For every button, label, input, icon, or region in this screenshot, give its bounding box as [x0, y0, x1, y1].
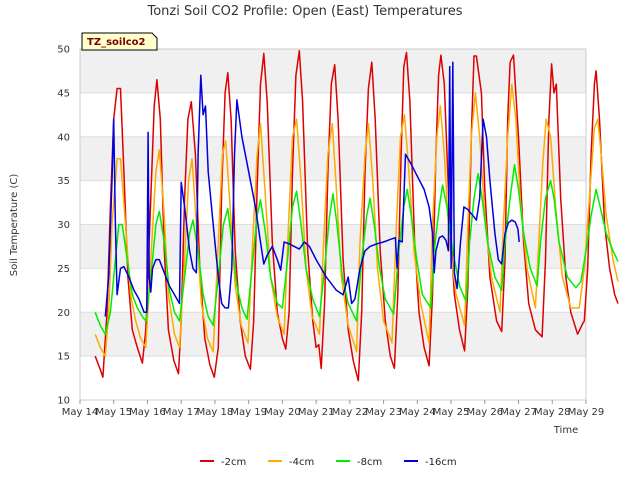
series-line-16cm — [104, 61, 520, 317]
legend-label: -2cm — [221, 457, 246, 468]
legend-item: -2cm — [200, 457, 246, 468]
x-tick-label: May 25 — [433, 407, 470, 418]
x-tick-label: May 24 — [399, 407, 436, 418]
x-tick-label: May 18 — [197, 407, 234, 418]
x-tick-label: May 27 — [500, 407, 537, 418]
y-tick-label: 30 — [57, 220, 70, 231]
legend: -2cm -4cm -8cm -16cm — [200, 457, 457, 468]
series-layer — [94, 50, 619, 382]
x-tick-label: May 15 — [95, 407, 132, 418]
x-tick-label: May 23 — [365, 407, 402, 418]
x-tick-label: May 29 — [568, 407, 605, 418]
x-tick-label: May 17 — [163, 407, 200, 418]
badge-label: TZ_soilco2 — [87, 37, 146, 48]
x-axis-title: Time — [553, 425, 578, 436]
y-tick-label: 45 — [57, 88, 70, 99]
legend-label: -8cm — [357, 457, 382, 468]
x-tick-label: May 28 — [534, 407, 571, 418]
y-tick-label: 50 — [57, 45, 70, 56]
dataset-badge: TZ_soilco2 — [81, 32, 158, 51]
y-tick-label: 20 — [57, 308, 70, 319]
legend-label: -4cm — [289, 457, 314, 468]
legend-label: -16cm — [425, 457, 457, 468]
plot-frame — [79, 48, 587, 401]
y-tick-label: 40 — [57, 132, 70, 143]
grid-band — [80, 312, 586, 357]
x-tick-label: May 21 — [298, 407, 335, 418]
y-axis-ticks: 10 15 20 25 30 35 40 45 50 — [57, 45, 70, 407]
x-tick-label: May 14 — [62, 407, 99, 418]
legend-item: -16cm — [404, 457, 457, 468]
y-tick-label: 35 — [57, 176, 70, 187]
legend-item: -8cm — [336, 457, 382, 468]
x-tick-label: May 19 — [230, 407, 267, 418]
x-tick-label: May 16 — [129, 407, 166, 418]
x-tick-label: May 22 — [332, 407, 369, 418]
series-line-4cm — [94, 83, 619, 357]
legend-item: -4cm — [268, 457, 314, 468]
badge-box — [81, 32, 158, 51]
y-tick-label: 25 — [57, 264, 70, 275]
y-tick-label: 10 — [57, 396, 70, 407]
x-tick-label: May 26 — [467, 407, 504, 418]
series-line-8cm — [94, 164, 619, 335]
y-tick-label: 15 — [57, 352, 70, 363]
y-axis-title: Soil Temperature (C) — [9, 174, 20, 277]
x-tick-label: May 20 — [264, 407, 301, 418]
chart-title: Tonzi Soil CO2 Profile: Open (East) Temp… — [146, 4, 462, 19]
